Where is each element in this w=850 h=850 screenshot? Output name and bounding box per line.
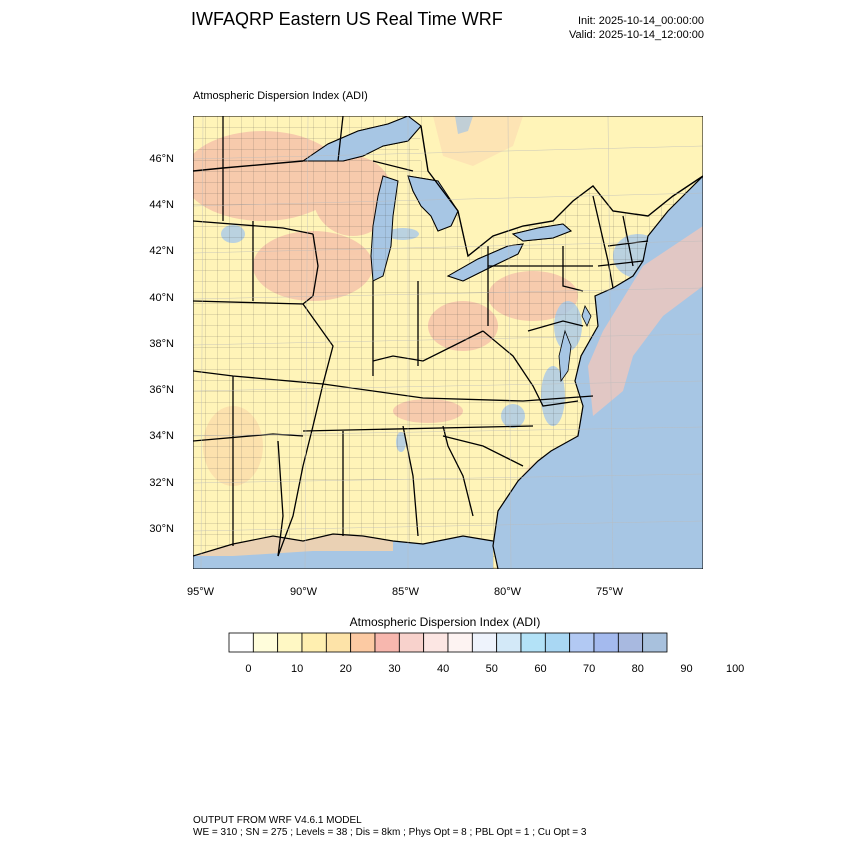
- colorbar-tick-label: 40: [437, 663, 450, 675]
- state-boundaries: [193, 116, 649, 557]
- colorbar-box: [471, 632, 498, 653]
- lat-label-44: 44°N: [149, 199, 174, 211]
- model-config: WE = 310 ; SN = 275 ; Levels = 38 ; Dis …: [193, 827, 587, 838]
- lat-label-40: 40°N: [149, 292, 174, 304]
- colorbar-title: Atmospheric Dispersion Index (ADI): [349, 615, 541, 629]
- colorbar-tick-label: 80: [631, 663, 644, 675]
- colorbar: [228, 632, 668, 653]
- lat-label-42: 42°N: [149, 245, 174, 257]
- colorbar-box: [593, 632, 619, 653]
- colorbar-box: [277, 632, 303, 653]
- gulf-coastline: [193, 533, 494, 557]
- colorbar-box: [325, 632, 352, 653]
- lat-label-32: 32°N: [149, 477, 174, 489]
- colorbar-tick-label: 70: [583, 663, 596, 675]
- colorbar-tick-label: 90: [680, 663, 693, 675]
- colorbar-box: [544, 632, 571, 653]
- lon-label-75: 75°W: [596, 586, 624, 598]
- colorbar-box: [228, 632, 254, 653]
- adi-map: [193, 116, 703, 569]
- colorbar-tick-label: 100: [725, 663, 745, 675]
- map-subtitle: Atmospheric Dispersion Index (ADI): [193, 90, 368, 102]
- lon-label-95: 95°W: [187, 586, 215, 598]
- time-info: Init: 2025-10-14_00:00:00 Valid: 2025-10…: [569, 14, 704, 42]
- init-time: Init: 2025-10-14_00:00:00: [578, 15, 704, 27]
- colorbar-box: [423, 632, 449, 653]
- lon-label-90: 90°W: [290, 586, 318, 598]
- colorbar-box: [642, 632, 668, 653]
- lat-label-30: 30°N: [149, 523, 174, 535]
- colorbar-box: [569, 632, 595, 653]
- colorbar-box: [617, 632, 644, 653]
- colorbar-tick-label: 10: [291, 663, 304, 675]
- colorbar-tick-label: 20: [339, 663, 352, 675]
- colorbar-tick-label: 60: [534, 663, 547, 675]
- colorbar-box: [520, 632, 546, 653]
- colorbar-box: [350, 632, 376, 653]
- lat-label-46: 46°N: [149, 153, 174, 165]
- lat-label-36: 36°N: [149, 384, 174, 396]
- colorbar-tick-label: 30: [388, 663, 401, 675]
- model-info: OUTPUT FROM WRF V4.6.1 MODEL WE = 310 ; …: [193, 815, 586, 839]
- lon-label-80: 80°W: [494, 586, 522, 598]
- valid-time: Valid: 2025-10-14_12:00:00: [569, 29, 704, 41]
- colorbar-box: [301, 632, 327, 653]
- graticule: [193, 116, 703, 569]
- model-version: OUTPUT FROM WRF V4.6.1 MODEL: [193, 815, 362, 826]
- colorbar-box: [374, 632, 400, 653]
- chart-title: IWFAQRP Eastern US Real Time WRF: [191, 9, 503, 29]
- lat-label-38: 38°N: [149, 338, 174, 350]
- lon-label-85: 85°W: [392, 586, 420, 598]
- colorbar-tick-label: 0: [245, 663, 252, 675]
- colorbar-box: [398, 632, 425, 653]
- colorbar-box: [496, 632, 522, 653]
- lat-label-34: 34°N: [149, 430, 174, 442]
- colorbar-box: [447, 632, 473, 653]
- colorbar-tick-label: 50: [485, 663, 498, 675]
- colorbar-box: [252, 632, 279, 653]
- atlantic-coastline: [492, 175, 703, 569]
